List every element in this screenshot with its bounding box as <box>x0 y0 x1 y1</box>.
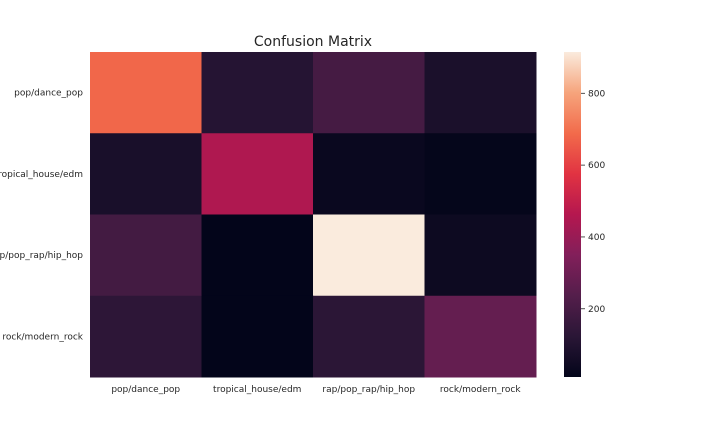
x-tick-labels: pop/dance_pop tropical_house/edm rap/pop_r… <box>111 385 521 395</box>
y-tick-label: rock/modern_rock <box>2 332 83 342</box>
heatmap-cell-3-2 <box>313 295 425 378</box>
y-tick-labels: pop/dance_pop tropical_house/edm rap/pop_r… <box>0 89 84 343</box>
x-tick-label: pop/dance_pop <box>111 385 180 395</box>
colorbar-gradient <box>564 52 581 377</box>
heatmap-cell-1-2 <box>313 133 425 215</box>
heatmap-cell-1-3 <box>424 133 537 215</box>
colorbar-tick-label: 400 <box>588 233 605 243</box>
colorbar-tick-label: 600 <box>588 161 605 171</box>
heatmap-cell-2-0 <box>90 214 202 297</box>
chart-title: Confusion Matrix <box>254 34 372 50</box>
heatmap-cell-2-1 <box>201 214 314 297</box>
y-tick-label: rap/pop_rap/hip_hop <box>0 251 83 261</box>
heatmap-cell-3-3 <box>424 295 537 378</box>
y-tick-label: tropical_house/edm <box>0 170 83 180</box>
heatmap-cell-2-3 <box>424 214 537 297</box>
heatmap-cell-0-0 <box>90 52 202 134</box>
heatmap-cell-3-1 <box>201 295 314 378</box>
heatmap-cell-0-2 <box>313 52 425 134</box>
heatmap-cell-1-1 <box>201 133 314 215</box>
heatmap-cell-3-0 <box>90 295 202 378</box>
heatmap-cell-0-3 <box>424 52 537 134</box>
x-tick-label: rap/pop_rap/hip_hop <box>322 385 415 395</box>
x-tick-label: tropical_house/edm <box>213 385 301 395</box>
colorbar: 200 400 600 800 <box>564 52 605 377</box>
heatmap-cell-1-0 <box>90 133 202 215</box>
x-tick-label: rock/modern_rock <box>440 385 521 395</box>
heatmap-cell-2-2 <box>313 214 425 297</box>
y-tick-label: pop/dance_pop <box>14 89 83 99</box>
heatmap-cells <box>90 52 537 378</box>
colorbar-tick-label: 200 <box>588 305 605 315</box>
heatmap-cell-0-1 <box>201 52 314 134</box>
colorbar-tick-label: 800 <box>588 89 605 99</box>
